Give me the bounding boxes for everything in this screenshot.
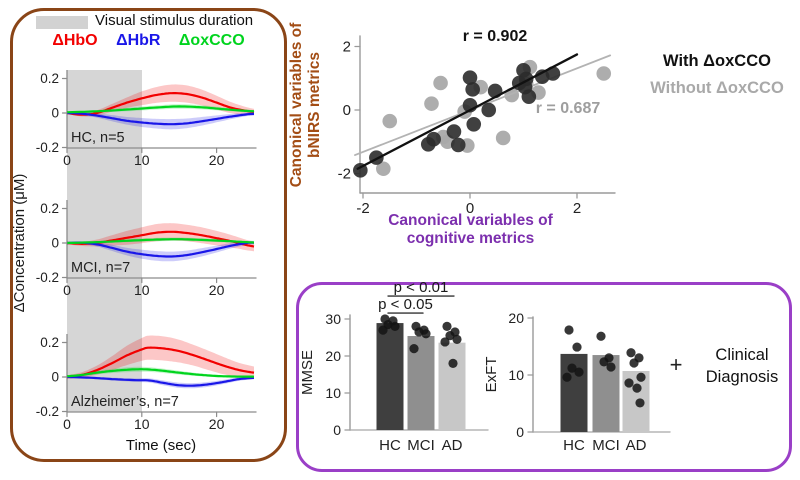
- svg-text:Time (sec): Time (sec): [126, 437, 196, 454]
- svg-text:-2: -2: [338, 166, 351, 183]
- svg-text:ExFT: ExFT: [483, 357, 500, 393]
- scatter-y-axis-title-line1: Canonical variables of: [288, 22, 305, 188]
- svg-text:HC: HC: [563, 437, 585, 454]
- mci-timecourse-chart: 0.2 0 -0.2 0 10 20 MCI, n=7: [36, 200, 257, 298]
- svg-text:10: 10: [325, 385, 341, 401]
- svg-text:10: 10: [134, 282, 150, 298]
- scatter-x-axis-title-line2: cognitive metrics: [406, 230, 535, 247]
- svg-text:-2: -2: [356, 200, 369, 215]
- svg-text:HC, n=5: HC, n=5: [71, 130, 125, 146]
- legend-hbr: ΔHbR: [116, 32, 161, 49]
- svg-text:10: 10: [508, 367, 524, 383]
- svg-text:MMSE: MMSE: [300, 350, 316, 395]
- stimulus-duration-swatch: [36, 16, 88, 29]
- svg-text:0.2: 0.2: [40, 71, 59, 86]
- svg-text:0: 0: [63, 152, 71, 168]
- svg-text:-0.2: -0.2: [36, 404, 59, 419]
- svg-text:0: 0: [63, 282, 71, 298]
- svg-text:0: 0: [333, 422, 341, 438]
- cognitive-panel-border: [296, 282, 792, 472]
- svg-text:20: 20: [508, 310, 524, 326]
- svg-text:0.2: 0.2: [40, 335, 59, 350]
- scatter-x-axis-title: Canonical variables of cognitive metrics: [358, 212, 583, 248]
- clinical-diagnosis-line2: Diagnosis: [705, 368, 779, 386]
- timecourse-panel-border: [10, 8, 287, 462]
- r-value-without-oxcco: r = 0.687: [535, 100, 601, 117]
- svg-text:0.2: 0.2: [40, 201, 59, 216]
- legend-oxcco: ΔoxCCO: [178, 32, 245, 49]
- scatter-legend-with: With ΔoxCCO: [663, 52, 771, 70]
- alzheimers-timecourse-chart: 0.2 0 -0.2 0 10 20 Alzheimer’s, n=7 Time (sec): [36, 334, 257, 454]
- mmse-bar-chart: 0 10 20 30 HC MCI AD MMSE p < 0.01p < 0.05: [300, 279, 489, 454]
- exft-bar-chart: 0 10 20 HC MCI AD ExFT: [483, 310, 671, 454]
- scatter-y-axis-title-line2: bNIRS metrics: [306, 52, 323, 158]
- svg-text:0: 0: [63, 416, 71, 432]
- svg-text:0: 0: [516, 424, 524, 440]
- svg-text:AD: AD: [626, 437, 647, 454]
- scatter-legend-without: Without ΔoxCCO: [650, 79, 784, 97]
- svg-text:10: 10: [134, 416, 150, 432]
- svg-text:AD: AD: [442, 437, 463, 454]
- svg-text:2: 2: [343, 39, 351, 56]
- svg-text:MCI: MCI: [407, 437, 435, 454]
- scatter-y-axis-title: Canonical variables of bNIRS metrics: [288, 0, 324, 235]
- svg-text:0: 0: [466, 200, 474, 215]
- timecourse-y-axis-title: ΔConcentration (μM): [11, 173, 28, 313]
- svg-text:-0.2: -0.2: [36, 270, 59, 285]
- svg-text:0: 0: [51, 236, 59, 251]
- svg-text:p < 0.05: p < 0.05: [378, 296, 433, 313]
- svg-text:20: 20: [325, 348, 341, 364]
- legend-hbo: ΔHbO: [52, 32, 98, 49]
- svg-text:Alzheimer’s, n=7: Alzheimer’s, n=7: [71, 394, 179, 410]
- svg-text:20: 20: [209, 282, 225, 298]
- timecourse-series-legend: ΔHbO ΔHbR ΔoxCCO: [10, 32, 287, 50]
- svg-text:30: 30: [325, 311, 341, 327]
- svg-text:-0.2: -0.2: [36, 140, 59, 155]
- svg-text:2: 2: [573, 200, 581, 215]
- clinical-diagnosis-label: Clinical Diagnosis: [696, 344, 788, 388]
- svg-text:10: 10: [134, 152, 150, 168]
- canonical-correlation-scatter-chart: -2 0 2 -2 0 2: [338, 35, 616, 215]
- scatter-legend: With ΔoxCCO Without ΔoxCCO: [628, 48, 800, 102]
- hc-timecourse-chart: 0.2 0 -0.2 0 10 20 HC, n=5: [36, 70, 257, 168]
- stimulus-duration-label: Visual stimulus duration: [95, 12, 254, 29]
- svg-text:0: 0: [51, 106, 59, 121]
- r-value-with-oxcco: r = 0.902: [462, 28, 528, 45]
- svg-text:0: 0: [343, 102, 351, 119]
- clinical-diagnosis-line1: Clinical: [715, 346, 769, 364]
- svg-text:HC: HC: [379, 437, 401, 454]
- svg-text:20: 20: [209, 416, 225, 432]
- plus-sign: +: [669, 352, 683, 377]
- scatter-x-axis-title-line1: Canonical variables of: [388, 212, 553, 229]
- svg-text:0: 0: [51, 370, 59, 385]
- svg-text:MCI, n=7: MCI, n=7: [71, 260, 130, 276]
- svg-text:p < 0.01: p < 0.01: [394, 279, 449, 296]
- svg-text:20: 20: [209, 152, 225, 168]
- svg-text:MCI: MCI: [592, 437, 620, 454]
